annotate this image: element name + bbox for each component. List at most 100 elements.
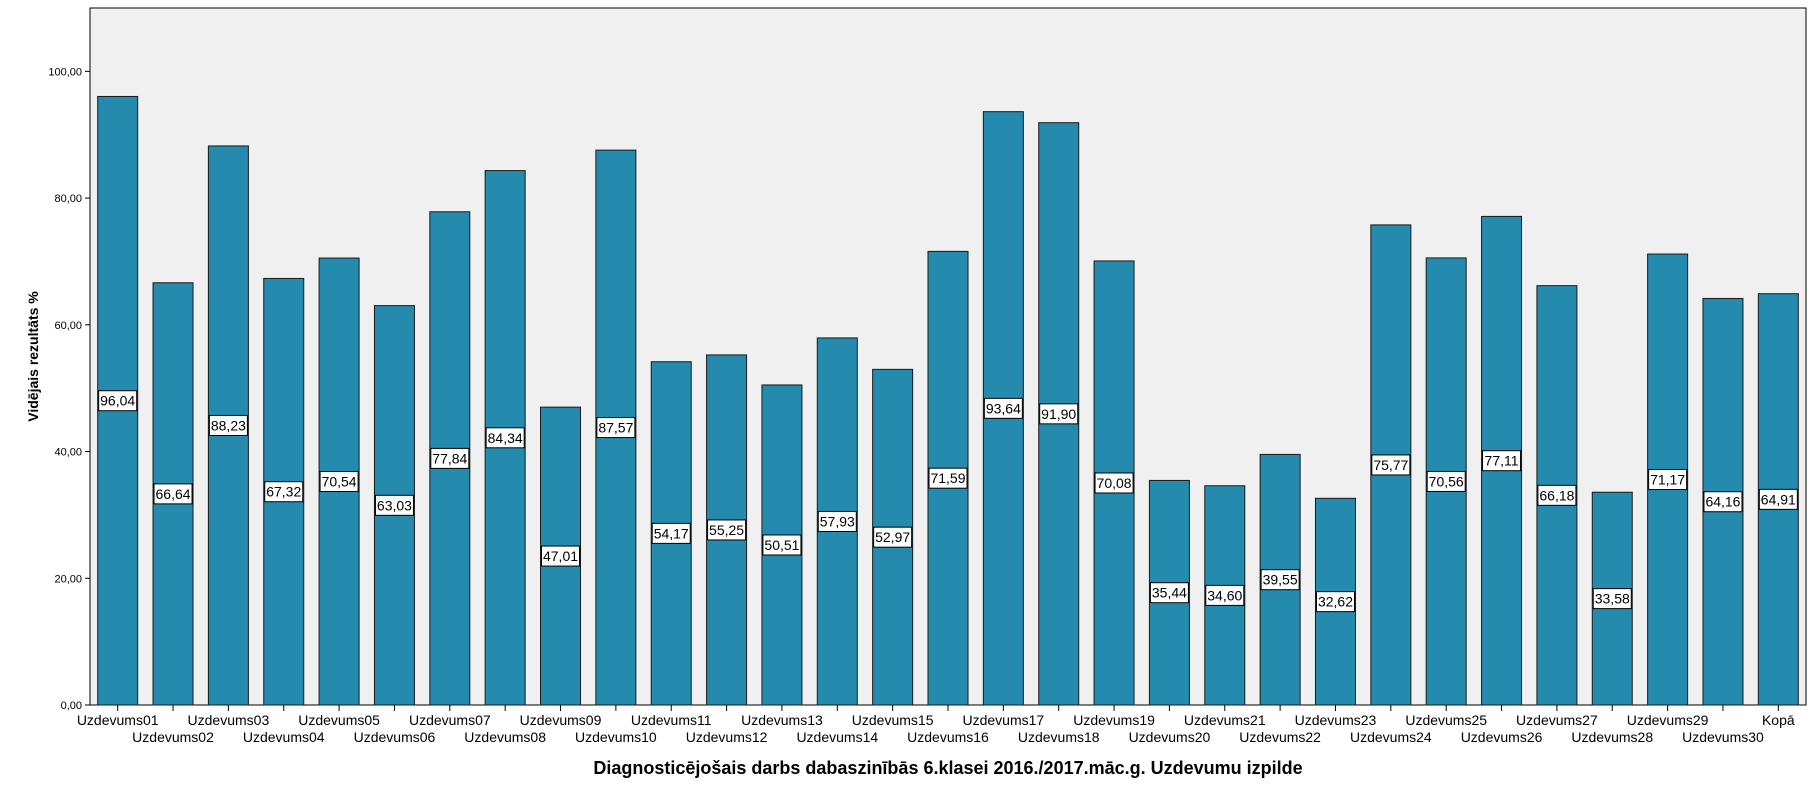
x-axis-title: Diagnosticējošais darbs dabaszinībās 6.k… (593, 758, 1302, 778)
y-tick-label: 20,00 (54, 573, 82, 585)
x-category-label: Uzdevums11 (631, 712, 712, 728)
data-label-box (319, 471, 359, 493)
x-category-label: Uzdevums16 (907, 729, 989, 745)
data-label-box (1592, 588, 1632, 610)
data-label-box (1537, 484, 1577, 506)
data-label-box (153, 483, 193, 505)
data-label: 96,04 (100, 393, 135, 409)
x-category-label: Uzdevums27 (1516, 712, 1598, 728)
x-category-label: Uzdevums14 (796, 729, 878, 745)
x-category-label: Uzdevums06 (354, 729, 436, 745)
x-category-label: Uzdevums07 (409, 712, 491, 728)
data-label: 77,84 (432, 450, 467, 466)
data-label: 50,51 (764, 537, 799, 553)
x-category-label: Uzdevums12 (686, 729, 768, 745)
data-label-box (762, 534, 802, 556)
data-label-box (1426, 470, 1466, 492)
data-label-box (1482, 450, 1522, 472)
data-label: 32,62 (1318, 594, 1353, 610)
y-tick-label: 60,00 (54, 320, 82, 332)
x-category-label: Uzdevums26 (1461, 729, 1543, 745)
data-label-box (1205, 584, 1245, 606)
data-label-box (430, 447, 470, 469)
data-label: 87,57 (598, 420, 633, 436)
data-label: 33,58 (1595, 591, 1630, 607)
x-category-label: Uzdevums08 (464, 729, 546, 745)
data-label-box (596, 417, 636, 439)
data-label-box (374, 494, 414, 516)
data-label: 66,64 (156, 486, 191, 502)
x-category-label: Uzdevums01 (77, 712, 159, 728)
data-label: 39,55 (1263, 572, 1298, 588)
data-label: 71,17 (1650, 472, 1685, 488)
y-tick-label: 40,00 (54, 447, 82, 459)
data-label: 70,56 (1429, 473, 1464, 489)
data-label-box (817, 510, 857, 532)
x-category-label: Uzdevums22 (1239, 729, 1321, 745)
data-label-box (208, 414, 248, 436)
x-category-label: Uzdevums19 (1073, 712, 1155, 728)
data-label-box (1260, 569, 1300, 591)
x-category-label: Uzdevums10 (575, 729, 657, 745)
x-category-label: Uzdevums04 (243, 729, 325, 745)
data-label: 88,23 (211, 417, 246, 433)
data-label: 71,59 (930, 470, 965, 486)
data-label-box (983, 397, 1023, 419)
data-label: 70,54 (322, 474, 357, 490)
data-label-box (485, 427, 525, 449)
data-label: 93,64 (986, 400, 1021, 416)
data-label: 64,91 (1761, 491, 1796, 507)
data-label: 91,90 (1041, 406, 1076, 422)
data-label-box (873, 526, 913, 548)
x-category-label: Uzdevums05 (298, 712, 380, 728)
data-label-box (1039, 403, 1079, 425)
data-label: 66,18 (1539, 487, 1574, 503)
x-category-label: Uzdevums23 (1295, 712, 1377, 728)
data-label: 34,60 (1207, 587, 1242, 603)
data-label: 55,25 (709, 522, 744, 538)
data-label-box (1703, 491, 1743, 513)
data-label-box (707, 519, 747, 541)
y-tick-label: 0,00 (61, 700, 82, 712)
x-category-label: Kopā (1762, 712, 1795, 728)
data-label: 64,16 (1705, 494, 1740, 510)
x-category-label: Uzdevums20 (1129, 729, 1211, 745)
data-label: 77,11 (1485, 453, 1519, 469)
data-label: 75,77 (1373, 457, 1408, 473)
data-label: 47,01 (543, 548, 578, 564)
data-label: 57,93 (820, 513, 855, 529)
data-label-box (651, 522, 691, 544)
y-tick-label: 100,00 (48, 66, 82, 78)
x-category-label: Uzdevums25 (1405, 712, 1487, 728)
x-category-label: Uzdevums03 (188, 712, 270, 728)
x-category-label: Uzdevums15 (852, 712, 934, 728)
data-label-box (1149, 582, 1189, 604)
data-label-box (1758, 488, 1798, 510)
data-label: 35,44 (1152, 585, 1187, 601)
x-category-label: Uzdevums30 (1682, 729, 1764, 745)
y-tick-label: 80,00 (54, 193, 82, 205)
x-category-label: Uzdevums02 (132, 729, 214, 745)
x-category-label: Uzdevums13 (741, 712, 823, 728)
data-label: 67,32 (266, 484, 301, 500)
data-label-box (264, 481, 304, 503)
data-label-box (1315, 591, 1355, 613)
x-category-label: Uzdevums29 (1627, 712, 1709, 728)
x-category-label: Uzdevums24 (1350, 729, 1432, 745)
x-category-label: Uzdevums17 (963, 712, 1045, 728)
data-label: 63,03 (377, 497, 412, 513)
data-label: 84,34 (488, 430, 523, 446)
data-label: 54,17 (654, 525, 689, 541)
x-category-label: Uzdevums21 (1184, 712, 1266, 728)
data-label-box (928, 467, 968, 489)
x-category-label: Uzdevums28 (1571, 729, 1653, 745)
data-label-box (1648, 469, 1688, 491)
data-label-box (98, 390, 138, 412)
data-label: 70,08 (1097, 475, 1132, 491)
data-label-box (1371, 454, 1411, 476)
data-label-box (541, 545, 581, 567)
x-category-label: Uzdevums18 (1018, 729, 1100, 745)
x-category-label: Uzdevums09 (520, 712, 602, 728)
